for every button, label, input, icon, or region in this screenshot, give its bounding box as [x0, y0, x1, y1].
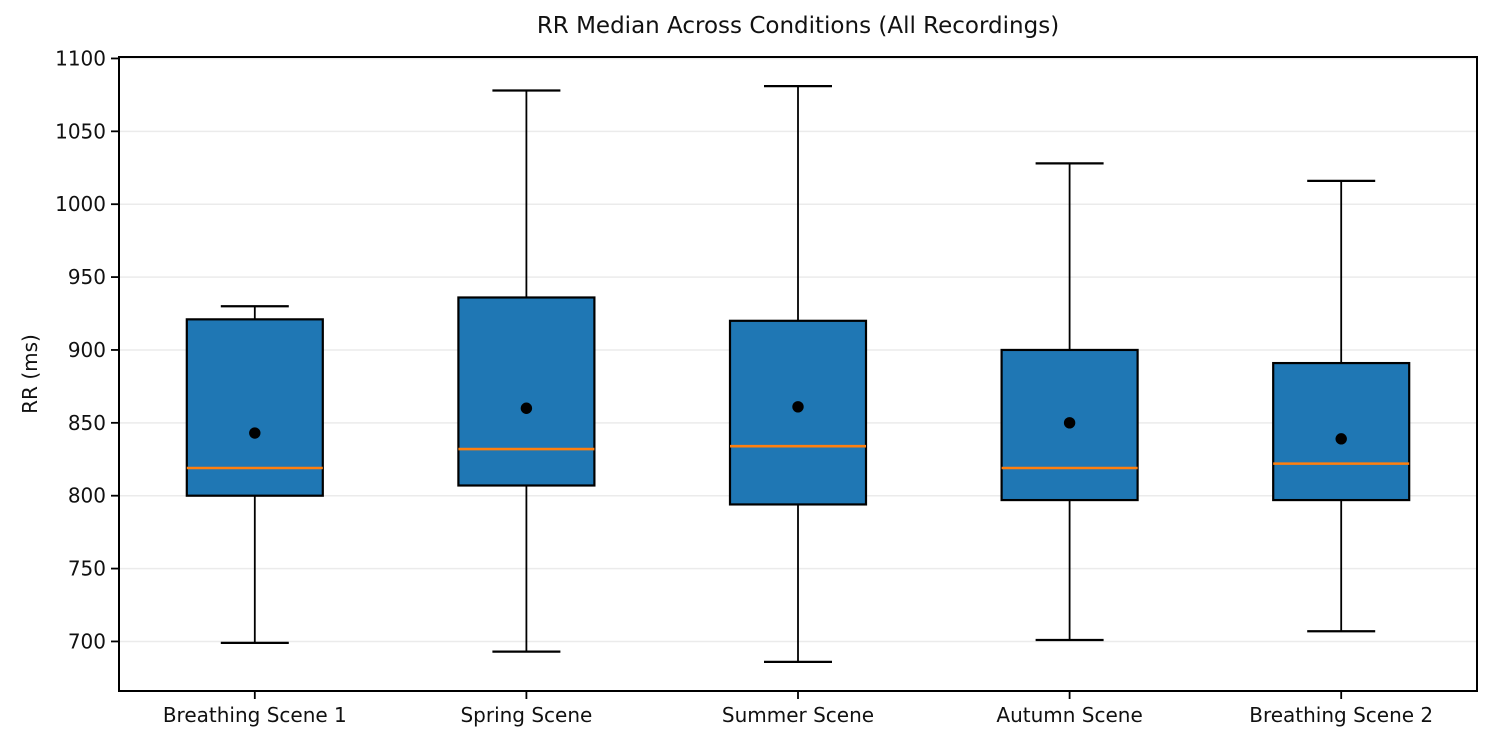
- y-tick-label-850: 850: [68, 411, 106, 435]
- mean-dot-autumn-scene: [1063, 417, 1076, 429]
- chart-title: RR Median Across Conditions (All Recordi…: [536, 13, 1060, 39]
- y-tick-label-1000: 1000: [55, 192, 106, 216]
- box-breathing-scene-1: [185, 318, 324, 497]
- mean-dot-summer-scene: [792, 401, 804, 413]
- box-breathing-scene-2: [1272, 361, 1411, 502]
- mean-dot-breathing-scene-2: [1335, 433, 1347, 445]
- y-tick-label-900: 900: [68, 338, 106, 362]
- y-tick-label-1100: 1100: [55, 46, 106, 70]
- y-tick-label-1050: 1050: [55, 119, 106, 143]
- y-tick-label-700: 700: [68, 629, 106, 653]
- y-tick-label-800: 800: [68, 484, 106, 508]
- x-tick-label-autumn-scene: Autumn Scene: [996, 703, 1142, 727]
- x-tick-label-breathing-scene-1: Breathing Scene 1: [163, 703, 347, 727]
- mean-dot-breathing-scene-1: [249, 427, 261, 439]
- box-summer-scene: [728, 319, 868, 506]
- y-tick-label-950: 950: [68, 265, 106, 289]
- mean-dot-spring-scene: [520, 402, 533, 414]
- y-tick-label-750: 750: [68, 557, 106, 581]
- box-spring-scene: [457, 296, 596, 487]
- x-tick-label-breathing-scene-2: Breathing Scene 2: [1249, 703, 1433, 727]
- x-tick-label-spring-scene: Spring Scene: [460, 703, 592, 727]
- x-tick-label-summer-scene: Summer Scene: [722, 703, 874, 727]
